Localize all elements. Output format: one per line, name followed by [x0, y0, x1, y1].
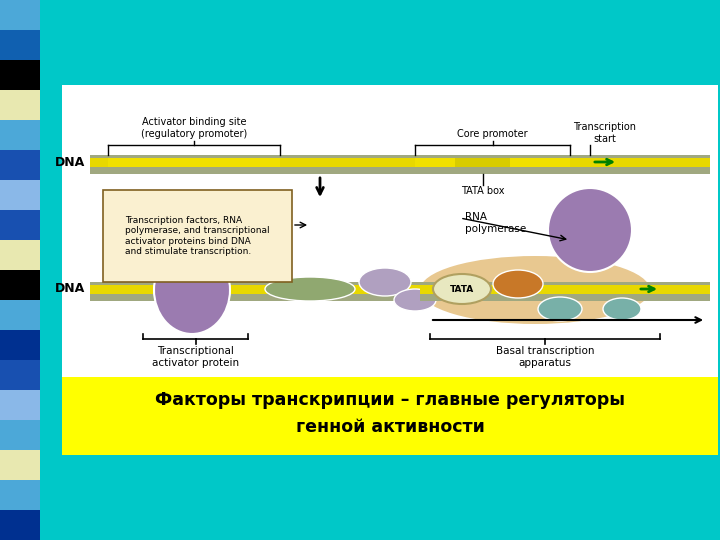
Bar — [0, 450, 40, 480]
Ellipse shape — [538, 297, 582, 321]
Bar — [90, 155, 710, 162]
Bar — [62, 85, 718, 455]
Bar — [0, 420, 40, 450]
Text: Core promoter: Core promoter — [457, 129, 528, 139]
Bar — [0, 300, 40, 330]
Bar — [0, 180, 40, 210]
Bar — [0, 480, 40, 510]
Text: TATA box: TATA box — [461, 186, 504, 196]
Text: Basal transcription
apparatus: Basal transcription apparatus — [496, 346, 594, 368]
Bar — [90, 282, 710, 289]
Circle shape — [548, 188, 632, 272]
Ellipse shape — [359, 268, 411, 296]
Ellipse shape — [420, 256, 650, 324]
Ellipse shape — [394, 289, 436, 311]
Bar — [0, 120, 40, 150]
Text: Transcriptional
activator protein: Transcriptional activator protein — [152, 346, 239, 368]
Bar — [0, 90, 40, 120]
Bar — [415, 158, 570, 167]
Bar — [90, 294, 710, 301]
Bar — [0, 240, 40, 270]
Text: DNA: DNA — [55, 156, 85, 168]
Ellipse shape — [265, 277, 355, 301]
Bar — [455, 158, 510, 167]
Text: Activator binding site
(regulatory promoter): Activator binding site (regulatory promo… — [141, 117, 247, 139]
Bar — [0, 390, 40, 420]
Ellipse shape — [493, 270, 543, 298]
Text: DNA: DNA — [55, 282, 85, 295]
Bar — [62, 377, 718, 455]
Bar — [0, 60, 40, 90]
Text: Факторы транскрипции – главные регуляторы: Факторы транскрипции – главные регулятор… — [155, 391, 625, 409]
Text: Transcription factors, RNA
polymerase, and transcriptional
activator proteins bi: Transcription factors, RNA polymerase, a… — [125, 216, 270, 256]
Text: TATA: TATA — [450, 285, 474, 294]
Bar — [90, 158, 710, 167]
Text: генной активности: генной активности — [296, 418, 485, 436]
Bar — [0, 30, 40, 60]
Bar — [108, 158, 280, 167]
Bar — [0, 210, 40, 240]
FancyBboxPatch shape — [103, 190, 292, 282]
Ellipse shape — [603, 298, 641, 320]
Ellipse shape — [154, 246, 230, 334]
Bar — [0, 270, 40, 300]
Bar — [0, 150, 40, 180]
Text: RNA
polymerase: RNA polymerase — [465, 212, 526, 234]
Bar — [0, 360, 40, 390]
Bar — [420, 294, 710, 301]
Bar — [90, 285, 710, 294]
Bar — [90, 167, 710, 174]
Bar — [420, 285, 710, 294]
Bar — [420, 282, 710, 289]
Ellipse shape — [433, 274, 491, 304]
Bar — [0, 510, 40, 540]
Bar — [0, 0, 40, 30]
Bar — [0, 330, 40, 360]
Text: Transcription
start: Transcription start — [574, 123, 636, 144]
